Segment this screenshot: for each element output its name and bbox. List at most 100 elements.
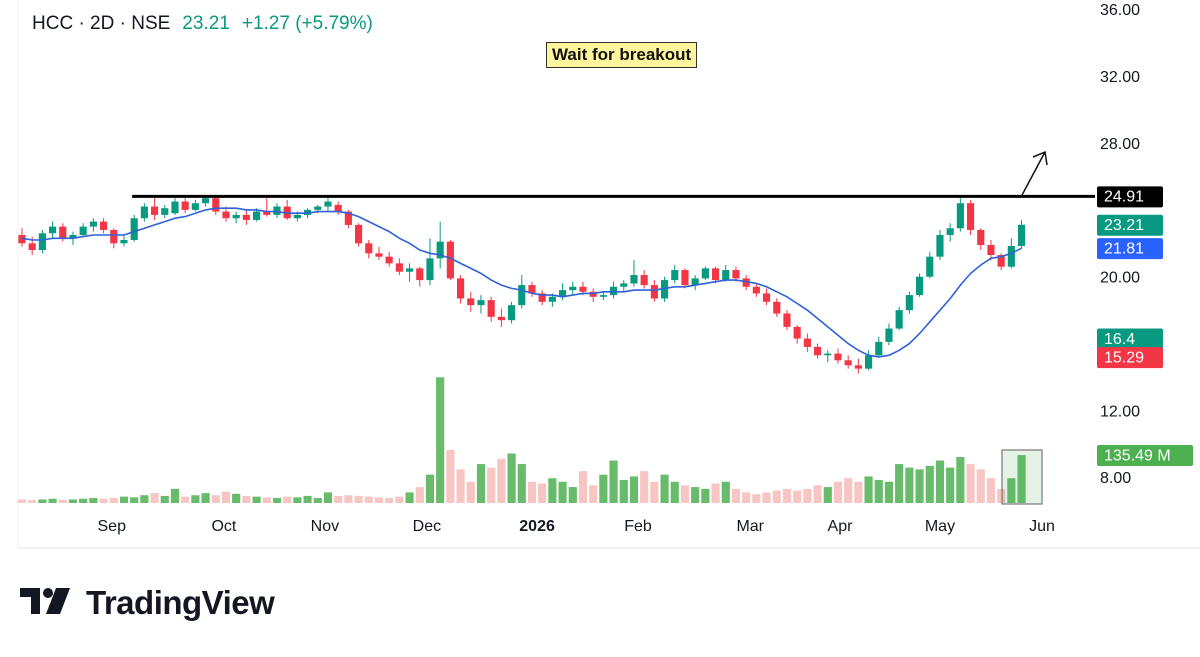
volume-bar [884,481,894,503]
breakout-arrow [1020,150,1048,198]
candle-body [824,353,832,356]
candle-body [844,360,852,366]
x-tick-label: Mar [736,518,764,535]
candle-body [987,244,995,256]
candle-body [977,229,985,245]
volume-bar [517,464,526,503]
volume-bar [762,492,771,503]
candle-body [457,278,465,299]
candle-body [691,278,699,286]
candle-body [834,353,842,361]
candle-body [79,226,87,235]
candle-body [558,290,567,297]
volume-bar [660,474,669,503]
volume-bar [823,487,832,503]
candle-body [854,365,862,369]
volume-bar [17,499,27,503]
candle-body [579,286,587,292]
price-change: +1.27 (+5.79%) [241,13,373,34]
volume-bar [976,469,985,503]
candle-body [956,203,964,229]
candle-body [222,211,230,219]
brand-name: TradingView [86,584,275,621]
volume-bar [731,488,741,503]
candle-body [538,293,546,302]
volume-bar [895,464,904,503]
candle-body [997,255,1005,267]
volume-bar [405,492,414,503]
candle-body [864,355,873,369]
candle-body [273,206,281,215]
x-tick-label: Feb [624,518,652,535]
volume-bar [160,495,169,503]
candle-body [324,201,332,207]
candle-body [518,285,526,306]
volume-bar [935,460,945,503]
candle-body [406,268,414,272]
volume-bar [201,493,210,503]
annotation: Wait for breakout [546,42,698,68]
last-price: 23.21 [182,13,230,34]
symbol: HCC · 2D · NSE [32,13,171,34]
volume-bar [946,467,955,503]
volume-bar [58,499,67,503]
candle-body [722,270,730,281]
volume-bar [354,495,363,503]
volume-bar [109,498,118,503]
volume-bar [99,498,108,503]
volume-bar [752,494,761,503]
volume-bar [293,497,302,503]
volume-bar [487,467,496,503]
volume-bar [119,496,129,503]
volume-bar [772,490,781,503]
price-label-box [1097,186,1163,208]
volume-bar [323,492,333,503]
volume-bar [334,495,343,503]
candle-body [151,206,159,215]
x-tick-label: Apr [828,518,854,535]
y-tick-label: 36.00 [1100,2,1140,19]
volume-bar [986,478,996,503]
volume-bar [905,467,914,503]
candle-body [548,296,556,302]
volume-bar [527,481,537,503]
volume-bar [701,488,710,503]
candle-body [742,278,750,287]
candle-body [293,214,301,219]
candle-body [966,203,975,230]
candle-body [773,301,781,314]
candle-body [110,229,118,244]
candle-body [375,253,383,257]
candle-body [385,256,393,264]
candle-body [528,285,536,294]
volume-bar [79,498,88,503]
volume-bar [619,479,628,503]
volume-bar [742,492,751,503]
volume-bar [364,496,373,503]
volume-bar [221,491,231,503]
volume-bar [395,496,404,503]
symbol-header: HCC · 2D · NSE 23.21 +1.27 (+5.79%) [32,13,373,35]
candle-body [671,270,679,281]
volume-bar [303,495,312,503]
volume-bar [272,498,282,503]
volume-bar [252,496,261,503]
x-tick-label: Nov [311,518,339,535]
volume-bar [711,483,720,503]
candle-body [630,275,638,284]
candle-body [69,234,77,239]
candle-body [59,226,67,239]
volume-bar [640,471,649,503]
volume-bar [446,449,455,503]
candle-body [752,286,760,294]
candle-body [803,338,811,347]
volume-bar [456,469,465,503]
volume-bar [844,478,853,503]
candle-body [701,268,709,279]
candle-body [212,198,220,212]
volume-bar [956,456,965,503]
volume-bar [599,474,608,503]
candle-body [38,233,46,250]
volume-bar [150,493,159,503]
volume-bar [313,498,322,503]
